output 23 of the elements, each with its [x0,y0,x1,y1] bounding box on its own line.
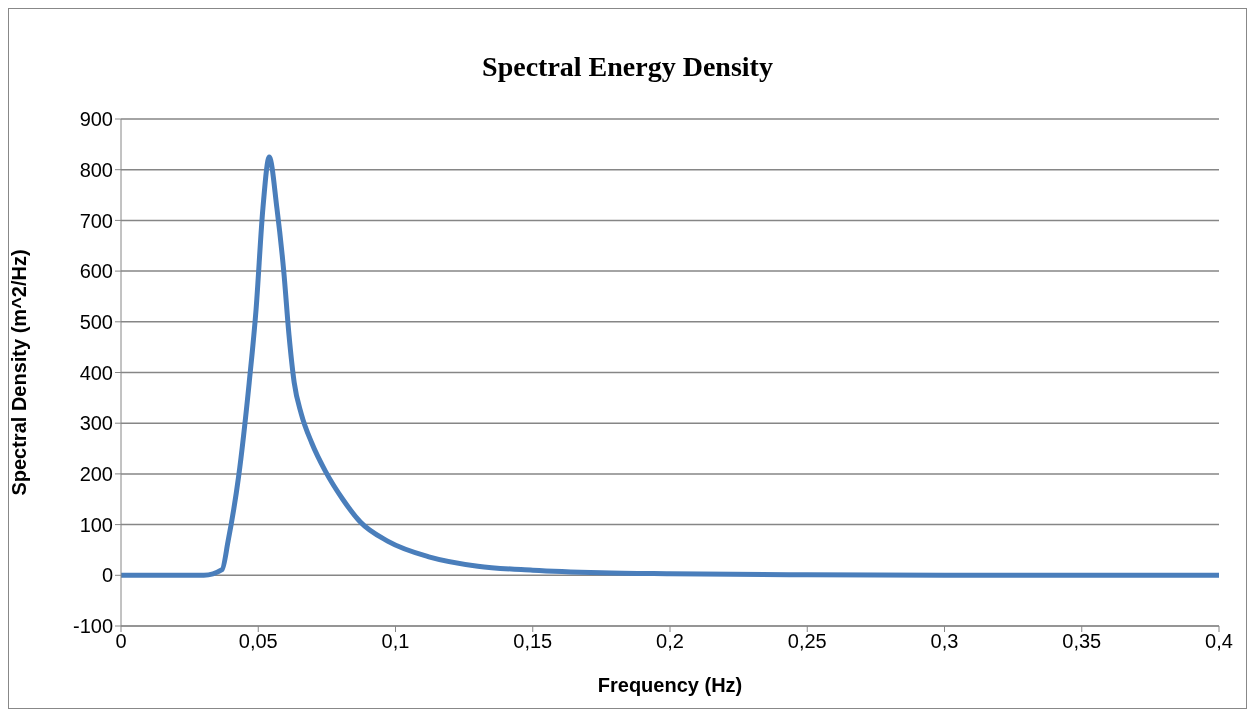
x-tick-label: 0,35 [1062,630,1102,653]
y-tick-label: 800 [79,158,113,181]
y-tick-label: 900 [79,108,113,131]
chart-title: Spectral Energy Density [481,51,774,84]
y-tick-label: 600 [79,260,113,283]
y-tick-label: 300 [79,412,113,435]
x-tick-label: 0,4 [1205,630,1233,653]
x-tick-label: 0 [115,630,127,653]
y-tick-label: 500 [79,310,113,333]
y-tick-label: -100 [72,615,113,638]
y-tick-label: 100 [79,513,113,536]
x-tick-label: 0,3 [930,630,959,653]
y-axis-title: Spectral Density (m^2/Hz) [8,249,31,496]
x-tick-label: 0,25 [787,630,827,653]
y-tick-label: 700 [79,209,113,232]
x-tick-label: 0,1 [381,630,410,653]
x-tick-label: 0,2 [656,630,684,653]
x-axis-title: Frequency (Hz) [597,674,743,696]
y-tick-label: 400 [79,361,113,384]
y-tick-label: 0 [101,564,113,587]
x-tick-label: 0,05 [238,630,278,653]
y-tick-label: 200 [79,463,113,485]
x-tick-label: 0,15 [513,630,553,653]
